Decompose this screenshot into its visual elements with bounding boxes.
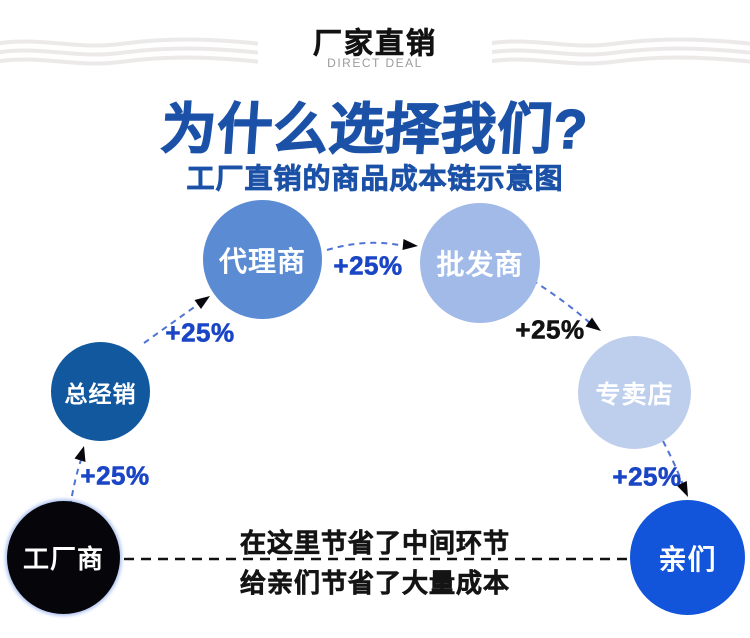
headline: 为什么选择我们? <box>158 97 591 160</box>
wave-line <box>0 37 258 48</box>
node-exclusive-store-label: 专卖店 <box>595 380 674 409</box>
wave-line <box>492 55 750 66</box>
arrow-agent-to-wholesaler <box>326 241 405 251</box>
wave-line <box>492 46 750 57</box>
wave-decoration-right <box>492 37 750 66</box>
node-customers: 亲们 <box>630 500 745 615</box>
node-agent: 代理商 <box>203 200 322 319</box>
node-wholesaler-label: 批发商 <box>436 249 524 280</box>
node-customers-label: 亲们 <box>658 543 717 575</box>
wave-decoration-left <box>0 37 258 66</box>
node-agent-label: 代理商 <box>218 245 306 277</box>
wave-line <box>492 37 750 48</box>
arrowhead-up-right-icon <box>194 296 210 309</box>
savings-note-line2: 给亲们节省了大量成本 <box>239 568 510 599</box>
node-general-distributor-label: 总经销 <box>64 380 137 407</box>
wave-line <box>0 46 258 57</box>
arrowhead-right-icon <box>402 239 418 250</box>
section-subtitle-en: DIRECT DEAL <box>327 56 423 70</box>
node-general-distributor: 总经销 <box>51 342 150 441</box>
node-factory: 工厂商 <box>7 501 120 614</box>
increment-label-factory-general: +25% <box>80 460 150 491</box>
node-exclusive-store: 专卖店 <box>578 336 691 449</box>
increment-label-agent-wholesaler: +25% <box>333 250 403 281</box>
section-title: 厂家直销 <box>312 28 437 61</box>
arrowhead-down-right-icon <box>585 317 601 331</box>
wave-line <box>0 55 258 66</box>
node-wholesaler: 批发商 <box>420 203 540 323</box>
savings-note-line1: 在这里节省了中间环节 <box>239 528 510 559</box>
node-factory-label: 工厂商 <box>22 544 104 574</box>
arrow-factory-to-general <box>69 459 82 508</box>
increment-label-store-customers: +25% <box>612 461 682 492</box>
increment-label-wholesaler-store: +25% <box>515 314 585 345</box>
headline-subtitle: 工厂直销的商品成本链示意图 <box>186 163 564 195</box>
increment-label-general-agent: +25% <box>165 317 235 348</box>
